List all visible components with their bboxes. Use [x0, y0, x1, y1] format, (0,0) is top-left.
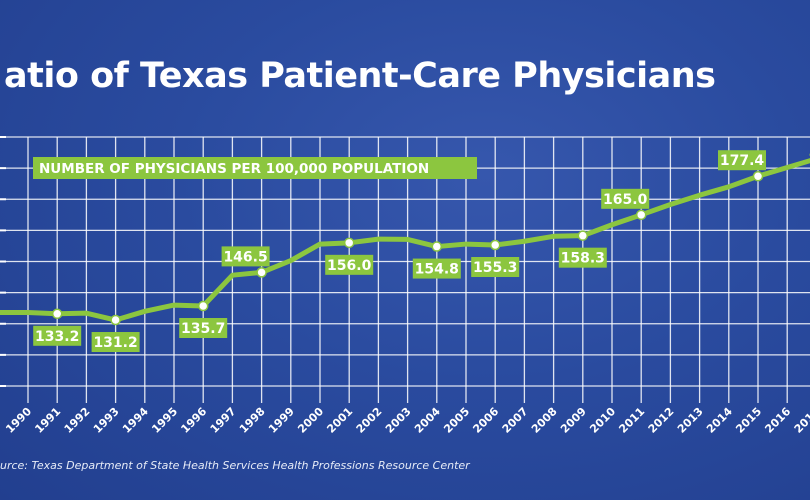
series-line	[0, 155, 810, 320]
x-tick-label: 2000	[295, 405, 326, 436]
x-tick-label: 1990	[3, 405, 34, 436]
data-point	[53, 309, 62, 318]
x-tick-label: 1994	[120, 405, 151, 436]
source-note: urce: Texas Department of State Health S…	[0, 459, 470, 472]
x-tick-label: 2010	[587, 405, 618, 436]
x-tick-label: 1999	[266, 405, 297, 436]
x-tick-label: 2008	[529, 405, 560, 436]
x-tick-label: 1998	[237, 405, 268, 436]
x-tick-label: 1995	[149, 405, 180, 436]
x-tick-label: 2004	[412, 405, 443, 436]
series-label: NUMBER OF PHYSICIANS PER 100,000 POPULAT…	[39, 161, 429, 177]
data-label: 146.5	[223, 249, 267, 265]
x-tick-label: 2017	[792, 405, 810, 436]
data-point	[111, 316, 120, 325]
x-tick-label: 2016	[762, 405, 793, 436]
x-tick-label: 1996	[178, 405, 209, 436]
x-tick-label: 2006	[470, 405, 501, 436]
data-label: 135.7	[181, 321, 225, 337]
data-point	[578, 231, 587, 240]
x-tick-label: 2012	[646, 405, 677, 436]
x-tick-label: 2011	[616, 405, 647, 436]
data-point	[257, 268, 266, 277]
x-tick-label: 2007	[500, 405, 531, 436]
x-tick-label: 1993	[91, 405, 122, 436]
x-tick-label: 1997	[208, 405, 239, 436]
data-label: 154.8	[415, 262, 459, 278]
x-tick-label: 2014	[704, 405, 735, 436]
x-tick-label: 2009	[558, 405, 589, 436]
data-label: 158.3	[561, 251, 605, 267]
data-label: 131.2	[93, 335, 137, 351]
x-tick-label: 2002	[354, 405, 385, 436]
data-point	[491, 241, 500, 250]
data-point	[432, 242, 441, 251]
x-tick-label: 2005	[441, 405, 472, 436]
x-tick-label: 1991	[32, 405, 63, 436]
x-tick-label: 2015	[733, 405, 764, 436]
x-tick-label: 2013	[675, 405, 706, 436]
data-label: 165.0	[603, 192, 648, 208]
x-tick-label: 2001	[324, 405, 355, 436]
data-point	[199, 302, 208, 311]
data-point	[754, 172, 763, 181]
data-label: 155.3	[473, 260, 517, 276]
x-tick-label: 1992	[62, 405, 93, 436]
data-label: 177.4	[720, 153, 765, 169]
data-point	[345, 238, 354, 247]
data-label: 156.0	[327, 258, 372, 274]
data-point	[637, 210, 646, 219]
data-label: 133.2	[35, 329, 79, 345]
x-tick-label: 2003	[383, 405, 414, 436]
